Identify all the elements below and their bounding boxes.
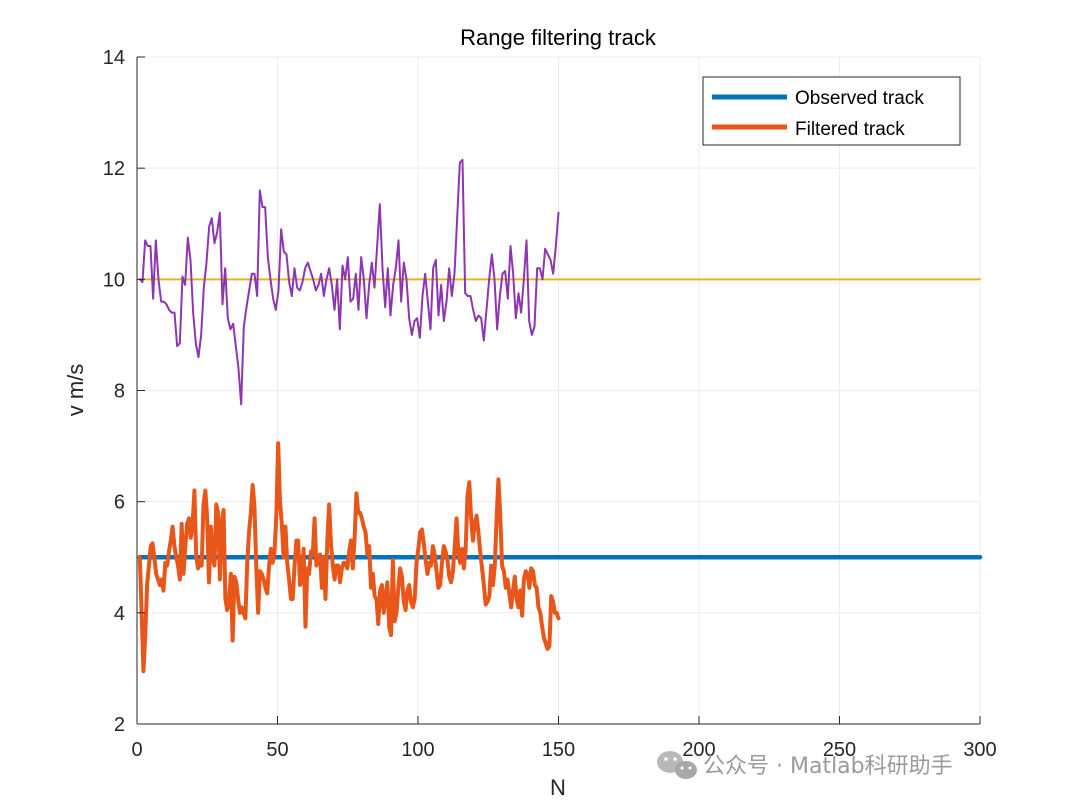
x-tick-label-50: 50 — [266, 739, 288, 761]
series-line-measured — [138, 158, 560, 406]
axes — [136, 56, 981, 725]
x-tick-label-200: 200 — [682, 739, 715, 761]
x-tick-label-250: 250 — [823, 739, 856, 761]
x-tick-label-100: 100 — [401, 739, 434, 761]
legend-label-observed: Observed track — [795, 88, 924, 109]
y-tick-label-8: 8 — [114, 381, 125, 403]
series-lines — [137, 158, 983, 674]
x-tick-label-150: 150 — [542, 739, 575, 761]
y-tick-label-6: 6 — [114, 492, 125, 514]
watermark-text: 公众号 · Matlab科研助手 — [703, 754, 953, 779]
series-line-filtered-track — [137, 441, 561, 674]
wechat-icon — [657, 751, 697, 779]
y-axis-label: v m/s — [63, 364, 88, 417]
x-tick-label-0: 0 — [131, 739, 142, 761]
y-tick-label-14: 14 — [103, 47, 125, 69]
x-axis-label: N — [550, 775, 566, 800]
y-tick-label-2: 2 — [114, 714, 125, 736]
chart-title: Range filtering track — [460, 25, 657, 50]
grid-lines — [136, 56, 981, 725]
y-tick-label-10: 10 — [103, 269, 125, 291]
legend-box — [702, 76, 961, 146]
x-tick-label-300: 300 — [963, 739, 996, 761]
y-tick-label-12: 12 — [103, 158, 125, 180]
legend-label-filtered: Filtered track — [795, 119, 905, 140]
watermark: 公众号 · Matlab科研助手 — [657, 751, 953, 779]
tick-labels: 0 50 100 150 200 250 300 2 4 6 8 10 12 14 — [103, 47, 997, 761]
legend: Observed track Filtered track — [702, 76, 961, 146]
y-tick-label-4: 4 — [114, 603, 125, 625]
